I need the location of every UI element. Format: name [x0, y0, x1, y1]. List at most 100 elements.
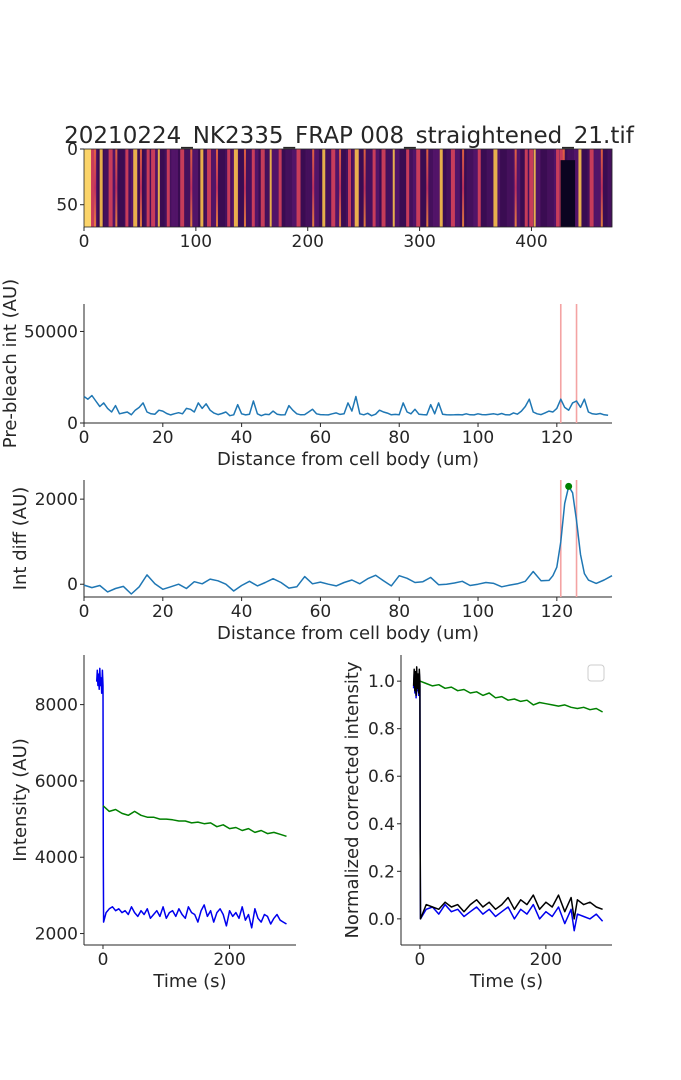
heatmap-noise-column [245, 149, 248, 227]
heatmap-noise-column [309, 149, 313, 227]
x-tick-label: 0 [98, 950, 109, 970]
heatmap-noise-column [464, 149, 467, 227]
heatmap-bright-band [125, 149, 129, 227]
heatmap-noise-column [486, 149, 490, 227]
heatmap-noise-column [95, 149, 98, 227]
x-axis-label: Distance from cell body (um) [217, 623, 479, 644]
heatmap-noise-column [522, 149, 525, 227]
heatmap-noise-column [240, 149, 244, 227]
heatmap-noise-column [457, 149, 461, 227]
heatmap-noise-column [594, 149, 597, 227]
heatmap-bright-band [354, 149, 359, 227]
heatmap-noise-column [509, 149, 512, 227]
heatmap-bright-band [381, 149, 386, 227]
heatmap-noise-column [607, 149, 610, 227]
heatmap-noise-column [316, 149, 320, 227]
x-tick-label: 100 [462, 602, 494, 622]
heatmap-noise-column [224, 149, 228, 227]
heatmap-noise-column [603, 149, 606, 227]
heatmap-noise-column [437, 149, 440, 227]
heatmap-bright-band [115, 149, 118, 227]
heatmap-noise-column [195, 149, 199, 227]
y-axis-label: Pre-bleach int (AU) [0, 279, 21, 448]
heatmap-bright-band [227, 149, 231, 227]
heatmap-bright-band [139, 149, 142, 227]
heatmap-bright-band [251, 149, 255, 227]
heatmap-noise-column [202, 149, 206, 227]
heatmap-noise-column [294, 149, 297, 227]
heatmap-bright-band [166, 149, 170, 227]
heatmap-noise-column [585, 149, 588, 227]
heatmap-noise-column [352, 149, 355, 227]
x-tick-label: 300 [403, 232, 435, 252]
heatmap-noise-column [213, 149, 217, 227]
heatmap-noise-column [377, 149, 380, 227]
heatmap-noise-column [482, 149, 485, 227]
heatmap-bright-band [216, 149, 218, 227]
x-tick-label: 80 [388, 602, 410, 622]
heatmap-noise-column [191, 149, 194, 227]
x-tick-label: 0 [79, 428, 90, 448]
heatmap-noise-column [365, 149, 369, 227]
heatmap-noise-column [506, 149, 510, 227]
heatmap-noise-column [401, 149, 405, 227]
heatmap-bright-band [578, 149, 582, 227]
heatmap-noise-column [421, 149, 425, 227]
heatmap-noise-column [130, 149, 134, 227]
x-axis-label: Time (s) [152, 971, 226, 992]
heatmap-noise-column [343, 149, 346, 227]
heatmap-noise-column [220, 149, 223, 227]
heatmap-noise-column [544, 149, 548, 227]
heatmap-noise-column [184, 149, 188, 227]
heatmap-noise-column [433, 149, 436, 227]
heatmap-bright-band [200, 149, 204, 227]
x-tick-label: 400 [515, 232, 547, 252]
heatmap-noise-column [394, 149, 398, 227]
heatmap-noise-column [573, 149, 577, 227]
prebleach-intensity-plot: 0 20 40 60 80 100 120 0 50000 Distance from cell … [0, 279, 612, 470]
y-tick-label: 0.2 [368, 862, 395, 882]
heatmap-noise-column [162, 149, 165, 227]
heatmap-noise-column [148, 149, 152, 227]
heatmap-noise-column [459, 149, 463, 227]
heatmap-noise-column [229, 149, 232, 227]
heatmap-noise-column [468, 149, 472, 227]
heatmap-noise-column [542, 149, 546, 227]
y-tick-label: 0.8 [368, 720, 395, 740]
heatmap-noise-column [101, 149, 105, 227]
heatmap-noise-column [497, 149, 501, 227]
heatmap-noise-column [605, 149, 608, 227]
heatmap-bright-band [108, 149, 113, 227]
heatmap-noise-column [301, 149, 304, 227]
heatmap-noise-column [289, 149, 293, 227]
heatmap-bright-band [450, 149, 455, 227]
heatmap-noise-column [361, 149, 364, 227]
heatmap-noise-column [547, 149, 550, 227]
heatmap-noise-column [455, 149, 458, 227]
heatmap-noise-column [386, 149, 389, 227]
heatmap-noise-column [388, 149, 391, 227]
heatmap-noise-column [399, 149, 402, 227]
x-tick-label: 80 [388, 428, 410, 448]
heatmap-noise-column [598, 149, 602, 227]
heatmap-noise-column [500, 149, 503, 227]
heatmap-bright-band [363, 149, 366, 227]
x-tick-label: 60 [310, 602, 332, 622]
figure-title: 20210224_NK2335_FRAP 008_straightened_21… [64, 123, 635, 149]
x-tick-label: 100 [462, 428, 494, 448]
x-tick-label: 20 [152, 428, 174, 448]
heatmap-noise-column [169, 149, 172, 227]
x-tick-label: 120 [541, 428, 573, 448]
heatmap-bright-band [600, 149, 603, 227]
y-tick-label: 0.6 [368, 767, 395, 787]
heatmap-noise-column [271, 149, 275, 227]
heatmap-noise-column [204, 149, 208, 227]
legend-box [587, 664, 605, 682]
bleached-region [560, 160, 576, 227]
heatmap-noise-column [218, 149, 221, 227]
heatmap-noise-column [198, 149, 201, 227]
heatmap-noise-column [336, 149, 340, 227]
y-axis-label: Intensity (AU) [10, 738, 31, 862]
y-tick-label: 8000 [35, 696, 78, 716]
